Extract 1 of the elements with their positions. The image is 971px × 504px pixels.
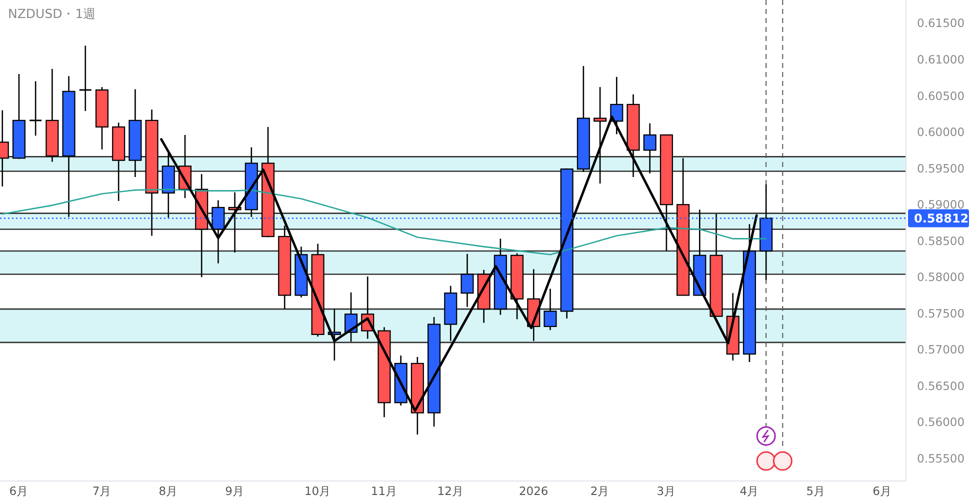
title: NZDUSD・1週 xyxy=(8,6,96,21)
